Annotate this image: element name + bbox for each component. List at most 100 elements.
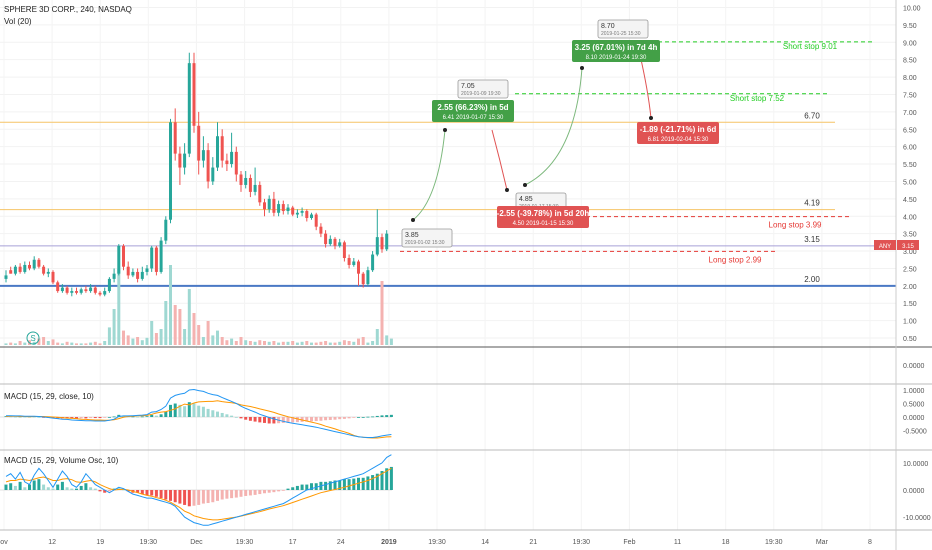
macd-histogram-bar (164, 490, 168, 500)
macd-histogram-bar (79, 485, 83, 490)
candle-body (366, 270, 370, 285)
macd-histogram-bar (154, 415, 158, 417)
candle-body (173, 122, 177, 154)
macd-histogram-bar (319, 417, 323, 421)
time-tick-label: 11 (674, 539, 681, 546)
macd-histogram-bar (93, 417, 97, 419)
candle-body (13, 266, 17, 274)
macd-histogram-bar (220, 412, 224, 417)
macd-histogram-bar (103, 490, 107, 493)
volume-bar (192, 313, 196, 345)
candle-body (220, 136, 224, 161)
volume-bar (305, 341, 309, 345)
macd-histogram-bar (258, 490, 262, 495)
stop-label: Long stop 3.99 (769, 221, 822, 230)
candle-body (371, 254, 375, 271)
macd-histogram-bar (328, 417, 332, 420)
volume-bar (211, 335, 215, 345)
volume-bar (136, 337, 140, 345)
volume-bar (314, 342, 318, 345)
macd-histogram-bar (103, 417, 107, 418)
macd-volume-pane (0, 454, 393, 526)
time-tick-label: 19:30 (428, 539, 446, 546)
candle-body (136, 271, 140, 279)
macd-signal-line (5, 467, 392, 521)
price-tick-label: 8.00 (903, 75, 917, 82)
candle-body (258, 184, 262, 203)
macd-histogram-bar (183, 406, 187, 417)
macd-histogram-bar (136, 490, 140, 493)
candle-body (352, 261, 356, 265)
trade-result-sub: 8.10 2019-01-24 19:30 (586, 55, 647, 61)
volume-bars (4, 265, 393, 345)
macd-histogram-bar (239, 490, 243, 497)
volume-bar (56, 342, 60, 345)
macd-histogram-bar (150, 490, 154, 496)
macd-histogram-bar (239, 417, 243, 419)
candle-body (122, 245, 125, 267)
macd-histogram-bar (295, 485, 299, 490)
candle-body (342, 242, 346, 259)
macd-histogram-bar (107, 417, 111, 418)
volume-bar (103, 341, 107, 345)
price-tick-label: 9.00 (903, 40, 917, 47)
candle-body (319, 226, 323, 234)
volume-bar (89, 342, 93, 345)
candle-body (79, 289, 83, 293)
time-tick-label: 8 (868, 539, 872, 546)
macd-histogram-bar (216, 411, 219, 417)
trade-note-price: 7.05 (461, 83, 475, 90)
volume-bar (375, 329, 379, 345)
macd-histogram-bar (89, 487, 93, 490)
macd-histogram-bar (389, 466, 393, 490)
macd-histogram-bar (248, 417, 252, 421)
candle-body (112, 273, 116, 279)
candle-body (310, 214, 313, 218)
candle-body (333, 238, 337, 246)
volume-bar (371, 341, 375, 345)
time-tick-label: 19:30 (236, 539, 254, 546)
symbol-title: SPHERE 3D CORP., 240, NASDAQ (4, 5, 132, 14)
candle-body (267, 198, 271, 210)
candle-body (192, 63, 196, 126)
trade-result-title: -2.55 (-39.78%) in 5d 20h (497, 209, 590, 218)
macd-histogram-bar (9, 483, 13, 490)
trade-path (491, 129, 508, 191)
price-tick-label: 2.00 (903, 284, 917, 291)
candle-body (263, 202, 266, 210)
macd-signal-line (5, 400, 392, 439)
macd-histogram-bar (37, 417, 41, 418)
volume-bar (84, 343, 88, 345)
volume-bar (13, 343, 17, 345)
macd-histogram-bar (230, 490, 234, 499)
volume-bar (380, 281, 384, 345)
macd-histogram-bar (140, 416, 144, 418)
price-axis[interactable]: 0.50 1.00 1.50 2.00 2.50 3.00 3.50 4.00 4.50 5.00… (903, 5, 931, 522)
trade-result-box (637, 122, 719, 144)
volume-bar (65, 341, 69, 345)
time-axis[interactable]: ov 12 19 19:30 Dec 19:30 17 24 2019 19:30 14 21 19:3… (0, 539, 872, 546)
split-marker-icon[interactable]: S (26, 331, 40, 345)
macd-histogram-bar (314, 483, 318, 490)
time-tick-label: 19:30 (573, 539, 591, 546)
level-label: 3.15 (804, 235, 820, 244)
macd-tick-label: 0.0000 (903, 488, 925, 495)
volume-bar (389, 338, 393, 345)
macd-histogram-bar (234, 490, 238, 498)
macd-histogram-bar (347, 479, 351, 490)
macd-histogram-bar (324, 417, 328, 421)
macd-histogram-bar (84, 483, 88, 490)
volume-bar (267, 341, 271, 345)
volume-bar (187, 289, 191, 345)
volume-bar (342, 340, 346, 345)
candle-body (314, 214, 318, 227)
macd-histogram-bar (201, 490, 205, 504)
candle-body (328, 238, 332, 245)
candle-body (18, 266, 22, 272)
macd-histogram-bar (281, 490, 285, 491)
volume-bar (18, 341, 22, 345)
volume-bar (206, 321, 210, 345)
stop-label: Short stop 9.01 (783, 42, 838, 51)
volume-bar (126, 335, 130, 345)
